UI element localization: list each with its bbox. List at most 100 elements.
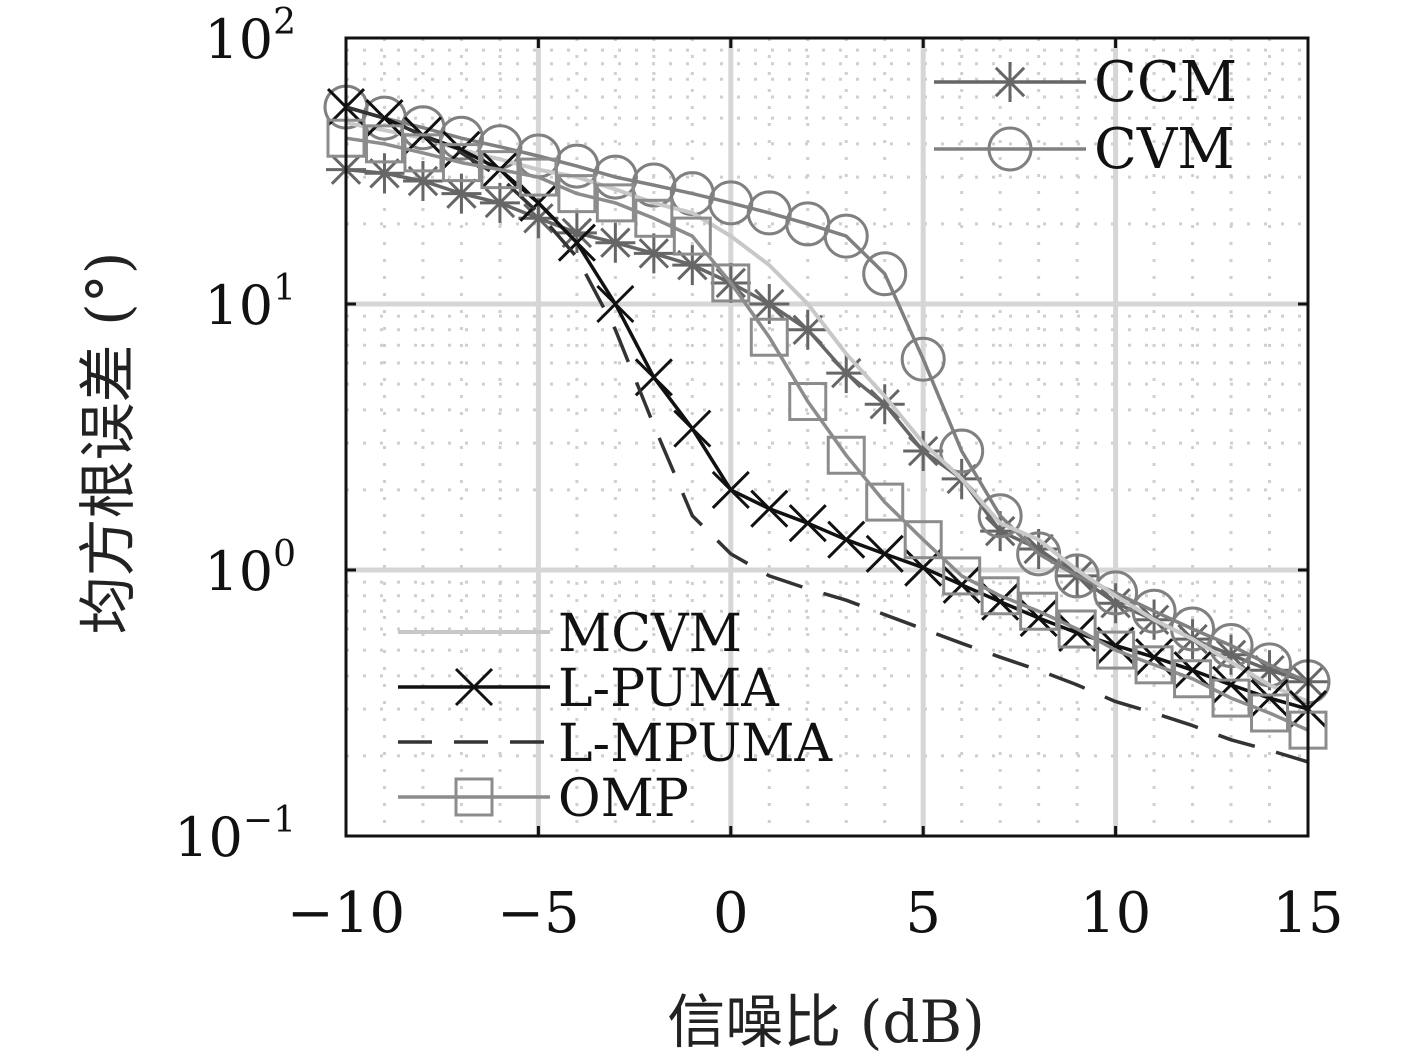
legend-label-ccm: CCM: [1094, 50, 1237, 115]
data-point-cvm: [900, 336, 946, 382]
data-point-ccm: [1095, 583, 1136, 624]
series-line-mcvm: [345, 120, 1309, 704]
data-point-ccm: [1211, 634, 1252, 675]
data-point-l-puma: [634, 358, 673, 397]
series-l-puma: [326, 88, 1328, 729]
series-line-l-mpuma: [345, 105, 1309, 764]
legend-marker-ccm: [990, 62, 1030, 102]
y-axis-title: 均方根误差 (°): [74, 252, 142, 635]
data-point-l-puma: [365, 99, 404, 138]
data-point-ccm: [980, 511, 1021, 552]
legend-label-mcvm: MCVM: [558, 604, 742, 664]
data-point-l-puma: [788, 504, 827, 543]
data-point-l-puma: [750, 489, 789, 528]
data-point-omp: [403, 133, 443, 173]
plot-frame: [344, 36, 1310, 838]
x-axis-title: 信噪比 (dB): [667, 988, 984, 1056]
x-tick-label: −10: [287, 881, 405, 946]
data-point-ccm: [518, 198, 559, 239]
data-point-ccm: [364, 153, 405, 194]
data-point-omp: [672, 216, 712, 256]
data-point-l-puma: [557, 223, 596, 262]
x-tick-label: 0: [713, 881, 749, 946]
data-point-ccm: [1249, 650, 1290, 691]
y-tick-label: 100: [204, 534, 296, 603]
x-tick-label: −5: [497, 881, 580, 946]
grid: [346, 38, 1308, 836]
data-point-omp: [865, 482, 905, 522]
legend-label-l-mpuma: L-MPUMA: [558, 714, 833, 774]
series-line-omp: [345, 136, 1309, 732]
legend-marker-cvm: [987, 126, 1033, 172]
data-point-omp: [1173, 659, 1213, 699]
data-point-l-puma: [673, 409, 712, 448]
data-point-cvm: [977, 493, 1023, 539]
data-point-ccm: [556, 212, 597, 253]
data-point-omp: [1211, 678, 1251, 718]
data-point-ccm: [903, 431, 944, 472]
data-point-l-puma: [1058, 613, 1097, 652]
data-point-cvm: [1093, 570, 1139, 616]
data-point-ccm: [787, 309, 828, 350]
legend-marker-l-puma: [454, 667, 494, 707]
data-point-l-puma: [519, 183, 558, 222]
data-point-ccm: [402, 161, 443, 202]
data-point-omp: [788, 381, 828, 421]
data-point-l-puma: [596, 284, 635, 324]
y-tick-label: 10−1: [174, 800, 296, 869]
data-point-omp: [1134, 645, 1174, 685]
x-tick-label: 15: [1272, 881, 1343, 946]
data-point-l-puma: [865, 534, 904, 573]
data-point-omp: [903, 520, 943, 560]
legend-marker-omp: [454, 777, 494, 817]
data-point-ccm: [826, 353, 867, 394]
data-point-omp: [980, 576, 1020, 616]
series-mcvm: [345, 120, 1309, 704]
data-point-cvm: [1208, 623, 1254, 669]
data-point-l-puma: [942, 565, 981, 604]
data-point-omp: [1019, 591, 1059, 631]
data-point-omp: [1057, 609, 1097, 649]
y-tick-label: 102: [204, 2, 296, 71]
data-point-omp: [711, 263, 751, 303]
data-point-cvm: [939, 428, 985, 474]
data-point-omp: [364, 124, 404, 164]
data-point-l-puma: [1211, 665, 1251, 704]
legend-label-omp: OMP: [558, 769, 689, 829]
series-l-mpuma: [345, 105, 1309, 764]
data-point-omp: [1096, 630, 1136, 670]
data-point-l-puma: [711, 470, 750, 509]
data-point-ccm: [595, 222, 636, 263]
data-point-cvm: [823, 213, 869, 259]
data-point-omp: [942, 556, 982, 596]
data-point-omp: [749, 317, 789, 357]
data-point-l-puma: [827, 520, 866, 559]
x-tick-label: 10: [1080, 881, 1151, 946]
data-point-ccm: [441, 173, 482, 214]
data-point-cvm: [862, 251, 908, 297]
data-point-ccm: [633, 233, 674, 274]
data-point-ccm: [1018, 528, 1059, 569]
data-point-omp: [557, 174, 597, 214]
data-point-l-puma: [1173, 651, 1212, 690]
data-point-omp: [634, 198, 674, 238]
legend-label-l-puma: L-PUMA: [558, 659, 780, 719]
data-point-omp: [441, 143, 481, 183]
data-point-omp: [595, 183, 635, 223]
data-point-omp: [826, 435, 866, 475]
data-point-ccm: [479, 182, 520, 223]
data-point-ccm: [749, 284, 790, 324]
data-point-omp: [480, 150, 520, 190]
legend-label-cvm: CVM: [1094, 117, 1235, 182]
data-point-l-puma: [904, 548, 943, 587]
data-point-cvm: [1054, 553, 1100, 599]
y-tick-label: 101: [204, 268, 296, 337]
series-layer: [323, 84, 1331, 764]
axes: −10 −5 0 5 10 15 102 101 100 10−1: [174, 2, 1343, 946]
data-point-omp: [1250, 693, 1290, 733]
data-point-ccm: [672, 245, 713, 286]
data-point-ccm: [864, 384, 905, 425]
